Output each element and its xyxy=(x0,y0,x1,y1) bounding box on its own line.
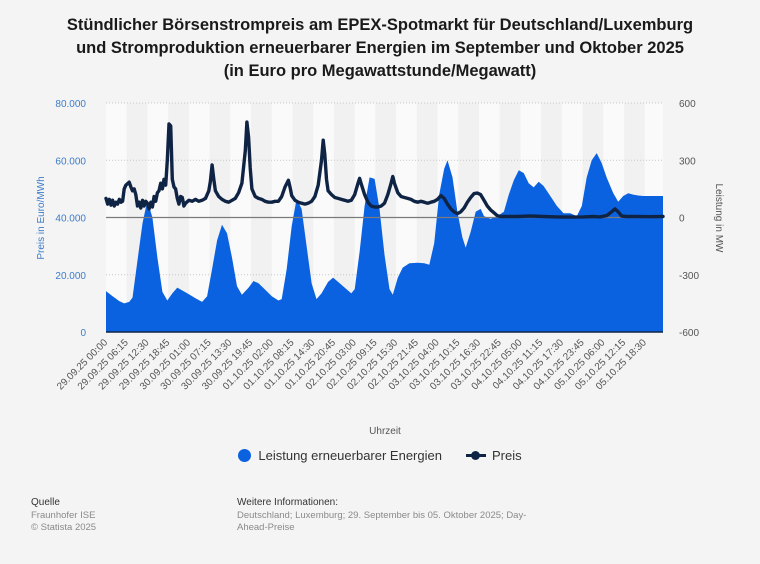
info-text: Deutschland; Luxemburg; 29. September bi… xyxy=(237,509,527,534)
y-right-tick-label: 0 xyxy=(679,214,685,225)
y-right-tick-label: -600 xyxy=(679,328,699,339)
y-axis-right-ticks: -600 -300 0 300 600 xyxy=(679,99,699,339)
y-axis-left-label: Preis in Euro/MWh xyxy=(36,176,47,259)
legend-item-renewables[interactable]: Leistung erneuerbarer Energien xyxy=(238,448,442,463)
legend-label-renewables: Leistung erneuerbarer Energien xyxy=(258,448,442,463)
chart-canvas: 0 20.000 40.000 60.000 80.000 -600 -300 0 300 60… xyxy=(36,99,724,437)
source-name: Fraunhofer ISE xyxy=(31,509,96,521)
info-block: Weitere Informationen: Deutschland; Luxe… xyxy=(237,497,537,535)
y-axis-right-label: Leistung in MW xyxy=(713,184,724,253)
y-left-tick-label: 40.000 xyxy=(55,214,86,225)
legend-line-marker-icon xyxy=(465,449,486,462)
y-left-tick-label: 60.000 xyxy=(55,156,86,167)
chart-title: Stündlicher Börsenstrompreis am EPEX-Spo… xyxy=(0,14,760,83)
y-left-tick-label: 80.000 xyxy=(55,99,86,110)
y-left-tick-label: 0 xyxy=(80,328,86,339)
price-line xyxy=(104,120,665,219)
source-block: Quelle Fraunhofer ISE © Statista 2025 xyxy=(31,497,96,535)
y-right-tick-label: 300 xyxy=(679,156,696,167)
renewables-area-layer xyxy=(106,153,663,332)
legend-label-price: Preis xyxy=(491,448,522,463)
y-axis-left-ticks: 0 20.000 40.000 60.000 80.000 xyxy=(55,99,86,339)
legend-circle-icon xyxy=(238,449,252,462)
legend-item-price[interactable]: Preis xyxy=(465,448,522,463)
chart-title-line-2: und Stromproduktion erneuerbarer Energie… xyxy=(76,39,684,57)
y-right-tick-label: -300 xyxy=(679,271,699,282)
copyright: © Statista 2025 xyxy=(31,522,97,533)
price-line-layer xyxy=(104,120,665,219)
chart-title-line-1: Stündlicher Börsenstrompreis am EPEX-Spo… xyxy=(66,16,694,34)
chart-title-line-3: (in Euro pro Megawattstunde/Megawatt) xyxy=(223,62,537,80)
info-heading: Weitere Informationen: xyxy=(237,497,338,508)
x-axis-label: Uhrzeit xyxy=(369,426,401,437)
legend: Leistung erneuerbarer Energien Preis xyxy=(0,448,760,463)
source-heading: Quelle xyxy=(31,497,60,508)
y-left-tick-label: 20.000 xyxy=(55,271,86,282)
renewables-area xyxy=(106,153,663,332)
y-right-tick-label: 600 xyxy=(679,99,696,110)
